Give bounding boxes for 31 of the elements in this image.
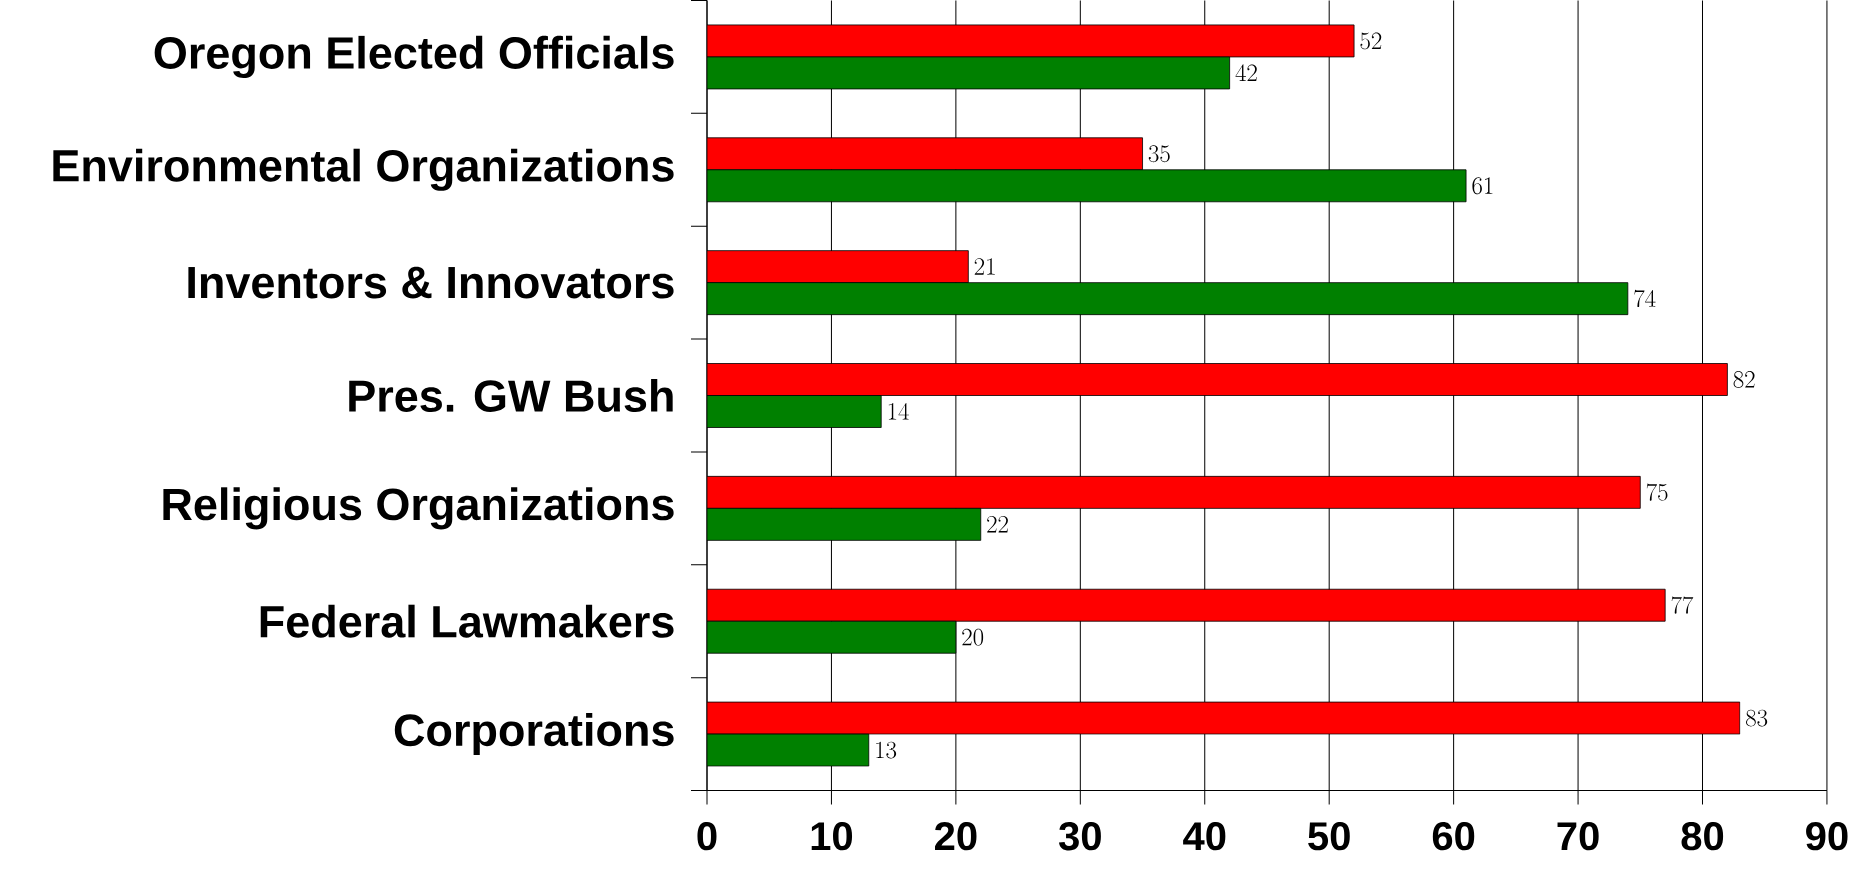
data-label: 35	[1148, 145, 1170, 163]
data-label: 74	[1634, 290, 1656, 308]
data-label: 52	[1360, 32, 1382, 50]
y-tick-label: Oregon Elected Officials	[154, 36, 674, 79]
data-label: 83	[1746, 709, 1768, 727]
x-tick-label: 10	[811, 822, 853, 851]
x-tick-label: 0	[697, 822, 717, 851]
x-tick-label: 80	[1681, 822, 1724, 851]
data-label: 14	[888, 403, 909, 420]
y-tick-label: Inventors & Innovators	[188, 267, 674, 299]
data-label: 21	[974, 258, 995, 275]
data-label: 20	[962, 629, 984, 646]
x-tick-label: 40	[1183, 822, 1226, 851]
y-tick-label: Federal Lawmakers	[260, 604, 674, 638]
x-tick-label: 50	[1308, 822, 1350, 851]
y-tick-label: Religious Organizations	[163, 487, 674, 530]
y-tick-label: Environmental Organizations	[53, 148, 674, 192]
data-label: 22	[987, 516, 1008, 533]
x-tick-label: 20	[935, 822, 977, 851]
data-label: 82	[1733, 371, 1755, 389]
x-tick-label: 30	[1058, 822, 1101, 851]
data-label: 42	[1235, 64, 1257, 82]
x-tick-label: 60	[1432, 822, 1475, 851]
data-label: 77	[1671, 596, 1694, 614]
x-tick-label: 90	[1806, 822, 1848, 851]
y-tick-label: Pres. GW Bush	[349, 379, 673, 413]
data-label: 61	[1472, 177, 1493, 195]
y-tick-label: Corporations	[394, 713, 674, 756]
x-tick-label: 70	[1557, 822, 1599, 851]
data-label: 75	[1646, 483, 1668, 502]
data-label: 13	[876, 741, 897, 759]
